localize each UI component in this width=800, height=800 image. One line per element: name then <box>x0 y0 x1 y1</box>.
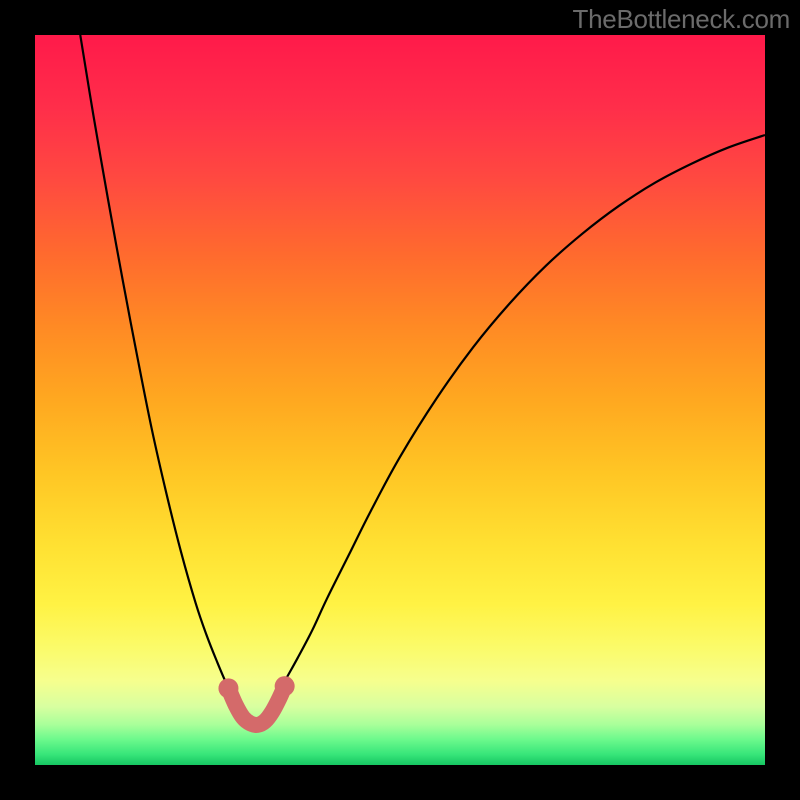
watermark-text: TheBottleneck.com <box>573 4 790 35</box>
chart-svg <box>0 0 800 800</box>
plot-area <box>35 35 765 765</box>
chart-container: TheBottleneck.com <box>0 0 800 800</box>
marker-end-left <box>218 678 238 698</box>
marker-end-right <box>275 676 295 696</box>
